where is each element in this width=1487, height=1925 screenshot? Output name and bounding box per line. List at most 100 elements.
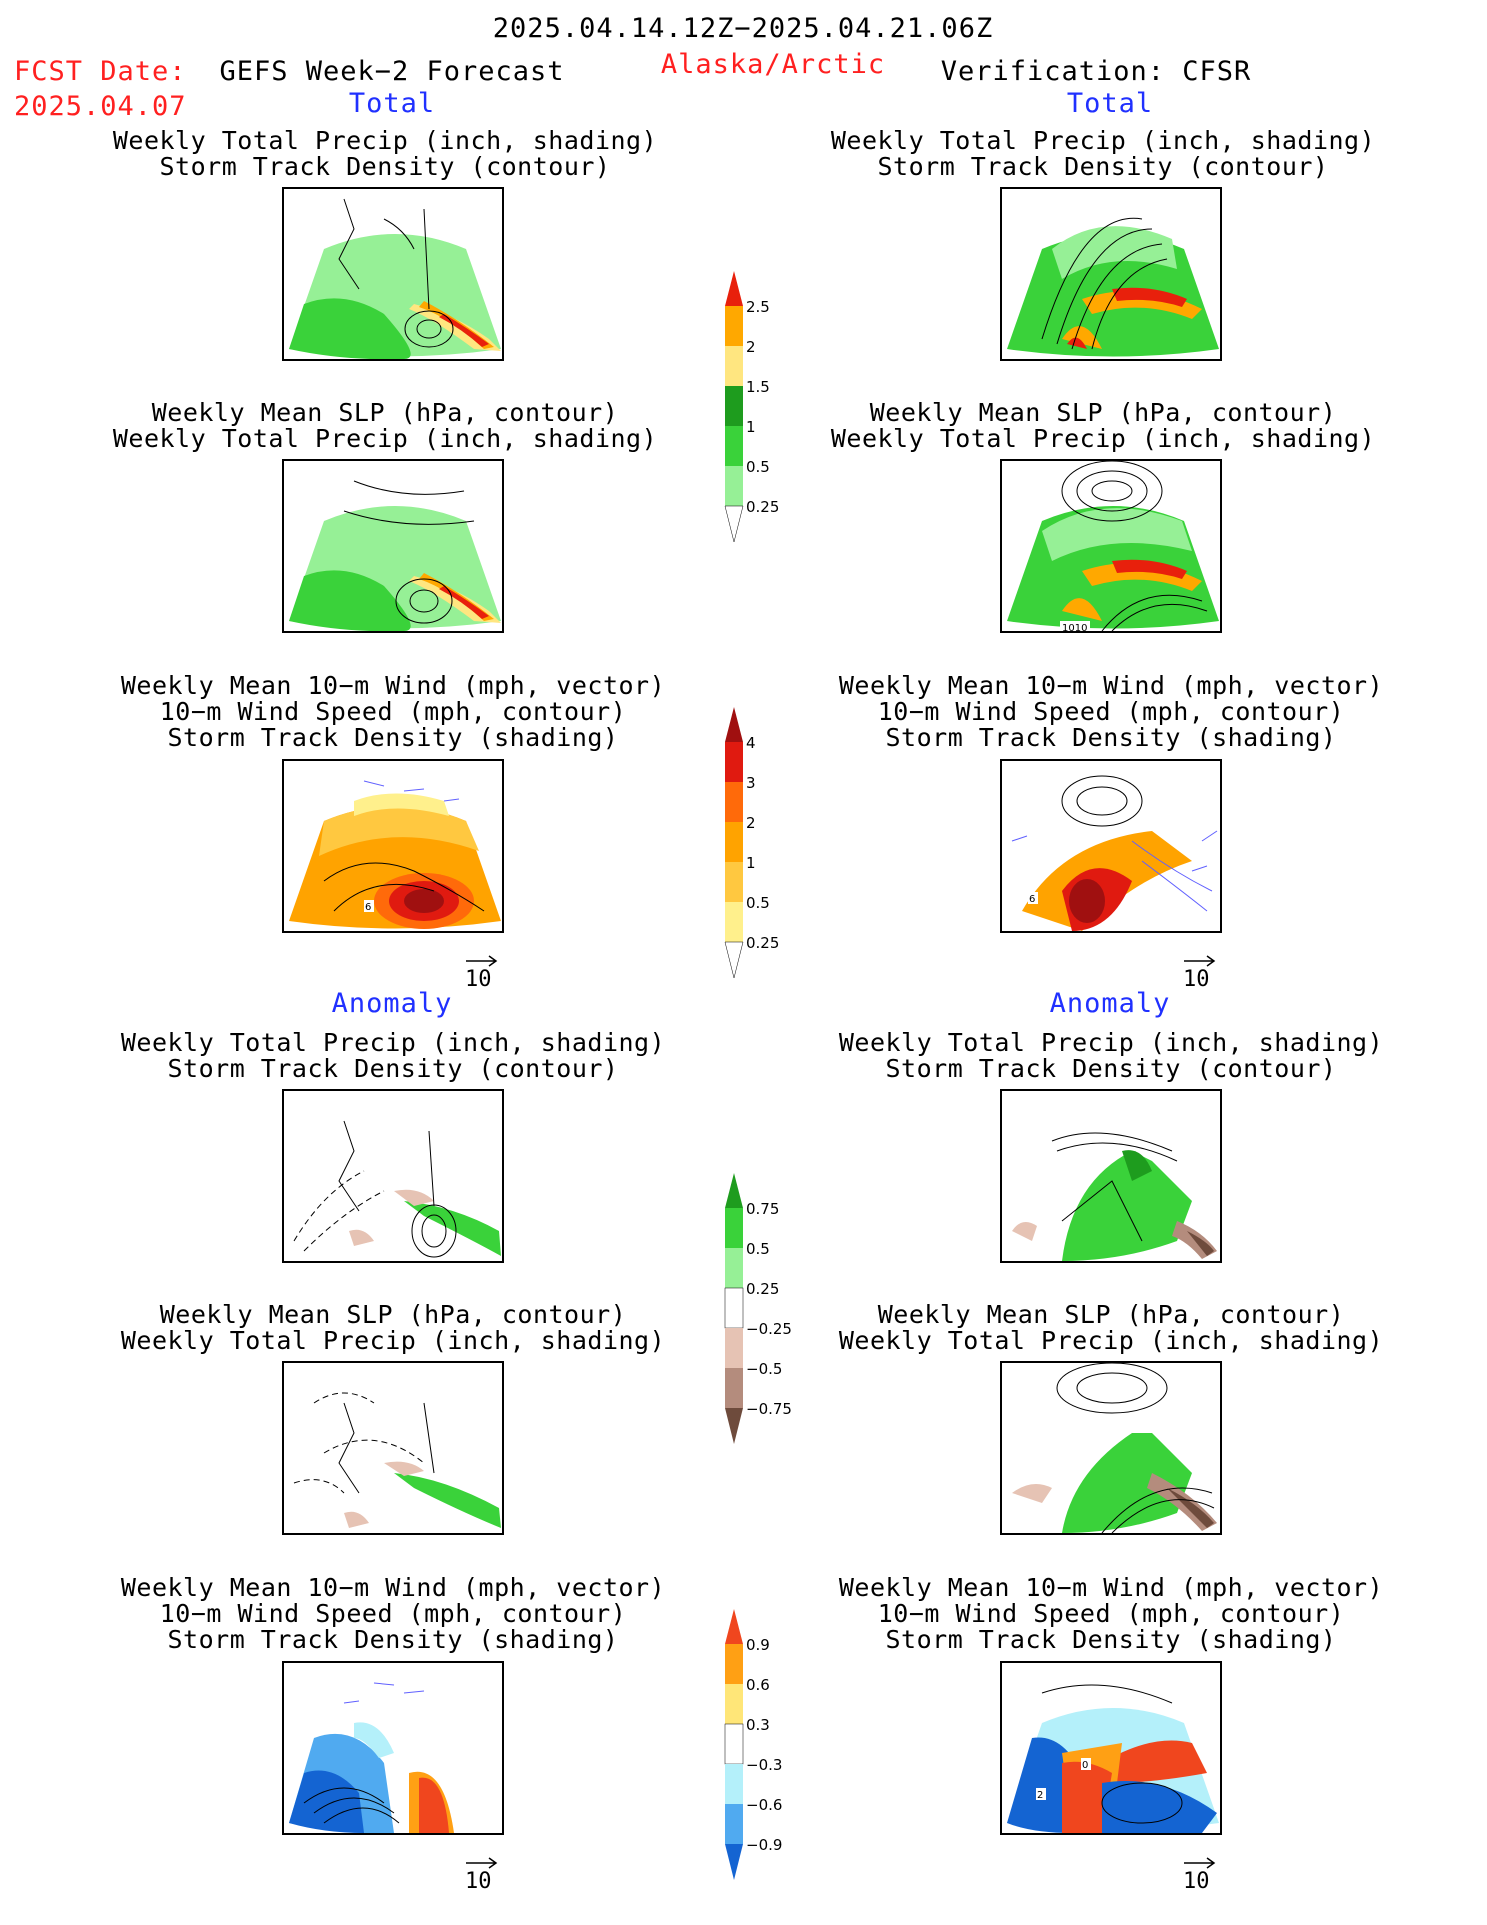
- section-anomaly-right: Anomaly: [1049, 988, 1171, 1019]
- colorbar-segment: [725, 1173, 743, 1208]
- colorbar-tick-label: 0.5: [746, 1240, 770, 1258]
- vector-reference: 10: [1183, 955, 1217, 992]
- panel-title: Weekly Mean SLP (hPa, contour) Weekly Tot…: [120, 1300, 666, 1355]
- colorbar-segment: [725, 1408, 743, 1444]
- colorbar-segment: [725, 707, 743, 742]
- colorbar-tick-label: 0.25: [746, 1280, 780, 1298]
- vector-reference: 10: [465, 955, 499, 992]
- section-total-left: Total: [348, 88, 436, 119]
- colorbar-tick-label: −0.5: [746, 1360, 783, 1378]
- panel-title: Weekly Total Precip (inch, shading) Storm…: [838, 1028, 1384, 1083]
- map-total-wind-storm-verification: 6: [1000, 759, 1222, 933]
- colorbar-tick-label: −0.9: [746, 1836, 783, 1854]
- arrow-icon: [466, 955, 498, 967]
- map-anom-precip-storm-verification: [1000, 1089, 1222, 1263]
- colorbar-tick-label: −0.3: [746, 1756, 783, 1774]
- colorbar-segment: [725, 862, 743, 902]
- anom-wind-label-a: 0: [1082, 1760, 1088, 1771]
- arrow-icon: [466, 1857, 498, 1869]
- vector-reference: 10: [1183, 1857, 1217, 1894]
- colorbar-tick-label: −0.25: [746, 1320, 792, 1338]
- colorbar-tick-label: 1: [746, 854, 756, 872]
- colorbar-tick-label: 0.3: [746, 1716, 770, 1734]
- colorbar-segment: [725, 426, 743, 466]
- panel-title: Weekly Mean SLP (hPa, contour) Weekly Tot…: [112, 398, 658, 453]
- map-anom-precip-storm-forecast: [282, 1089, 504, 1263]
- panel-title: Weekly Mean 10−m Wind (mph, vector) 10−m …: [120, 1573, 666, 1654]
- colorbar-segment: [725, 271, 743, 306]
- panel-title: Weekly Mean 10−m Wind (mph, vector) 10−m …: [838, 1573, 1384, 1654]
- map-anom-wind-storm-forecast: [282, 1661, 504, 1835]
- colorbar-segment: [725, 346, 743, 386]
- colorbar-tick-label: 0.9: [746, 1636, 770, 1654]
- panel-title: Weekly Mean 10−m Wind (mph, vector) 10−m …: [120, 671, 666, 752]
- colorbar-graphic: [724, 707, 744, 979]
- map-total-slp-precip-forecast: [282, 459, 504, 633]
- colorbar-segment: [725, 1764, 743, 1804]
- colorbar-segment: [725, 782, 743, 822]
- colorbar-segment: [725, 1804, 743, 1844]
- section-anomaly-left: Anomaly: [331, 988, 453, 1019]
- wind-contour-label: 6: [365, 902, 371, 913]
- fcst-date-value: 2025.04.07: [14, 91, 187, 122]
- colorbar-graphic: [724, 1609, 744, 1880]
- map-total-precip-storm-forecast: [282, 187, 504, 361]
- period-title: 2025.04.14.12Z−2025.04.21.06Z: [492, 13, 994, 44]
- colorbar-segment: [725, 822, 743, 862]
- colorbar-segment: [725, 386, 743, 426]
- colorbar-tick-label: 2: [746, 814, 756, 832]
- map-anom-slp-precip-forecast: [282, 1361, 504, 1535]
- slp-contour-label: 1010: [1062, 623, 1087, 633]
- map-total-slp-precip-verification: 1010: [1000, 459, 1222, 633]
- colorbar-tick-label: 2.5: [746, 298, 770, 316]
- colorbar-segment: [725, 742, 743, 782]
- colorbar-segment: [725, 466, 743, 506]
- colorbar-tick-label: 1.5: [746, 378, 770, 396]
- verification-title: Verification: CFSR: [940, 56, 1252, 87]
- anom-wind-label-b: 2: [1037, 1790, 1043, 1801]
- arrow-icon: [1184, 955, 1216, 967]
- section-total-right: Total: [1066, 88, 1154, 119]
- colorbar-tick-label: 3: [746, 774, 756, 792]
- map-total-precip-storm-verification: [1000, 187, 1222, 361]
- wind-contour-label: 6: [1029, 894, 1035, 905]
- colorbar-tick-label: 4: [746, 734, 756, 752]
- map-total-wind-storm-forecast: 6: [282, 759, 504, 933]
- colorbar-segment: [724, 1723, 744, 1765]
- arrow-icon: [1184, 1857, 1216, 1869]
- colorbar-graphic: [724, 271, 744, 543]
- colorbar-segment: [724, 941, 744, 979]
- panel-title: Weekly Mean SLP (hPa, contour) Weekly Tot…: [838, 1300, 1384, 1355]
- forecast-model-title: GEFS Week−2 Forecast: [219, 56, 565, 87]
- region-title: Alaska/Arctic: [660, 49, 886, 80]
- colorbar-tick-label: 1: [746, 418, 756, 436]
- colorbar-segment: [725, 1368, 743, 1408]
- panel-title: Weekly Mean SLP (hPa, contour) Weekly Tot…: [830, 398, 1376, 453]
- colorbar-tick-label: −0.75: [746, 1400, 792, 1418]
- colorbar-tick-label: 0.5: [746, 458, 770, 476]
- colorbar-segment: [724, 505, 744, 543]
- fcst-date-label: FCST Date:: [14, 56, 187, 87]
- panel-title: Weekly Total Precip (inch, shading) Storm…: [112, 126, 658, 181]
- colorbar-segment: [725, 1644, 743, 1684]
- colorbar-tick-label: 0.75: [746, 1200, 780, 1218]
- panel-title: Weekly Total Precip (inch, shading) Storm…: [830, 126, 1376, 181]
- colorbar-tick-label: −0.6: [746, 1796, 783, 1814]
- map-anom-slp-precip-verification: [1000, 1361, 1222, 1535]
- colorbar-segment: [725, 1609, 743, 1644]
- colorbar-graphic: [724, 1173, 744, 1444]
- colorbar-segment: [725, 1328, 743, 1368]
- colorbar-segment: [725, 1248, 743, 1288]
- panel-title: Weekly Total Precip (inch, shading) Storm…: [120, 1028, 666, 1083]
- vector-reference: 10: [465, 1857, 499, 1894]
- colorbar-segment: [725, 306, 743, 346]
- colorbar-tick-label: 0.25: [746, 498, 780, 516]
- colorbar-segment: [725, 1844, 743, 1880]
- colorbar-tick-label: 0.25: [746, 934, 780, 952]
- colorbar-tick-label: 2: [746, 338, 756, 356]
- colorbar-segment: [725, 1684, 743, 1724]
- colorbar-tick-label: 0.5: [746, 894, 770, 912]
- colorbar-segment: [725, 902, 743, 942]
- colorbar-segment: [725, 1208, 743, 1248]
- panel-title: Weekly Mean 10−m Wind (mph, vector) 10−m …: [838, 671, 1384, 752]
